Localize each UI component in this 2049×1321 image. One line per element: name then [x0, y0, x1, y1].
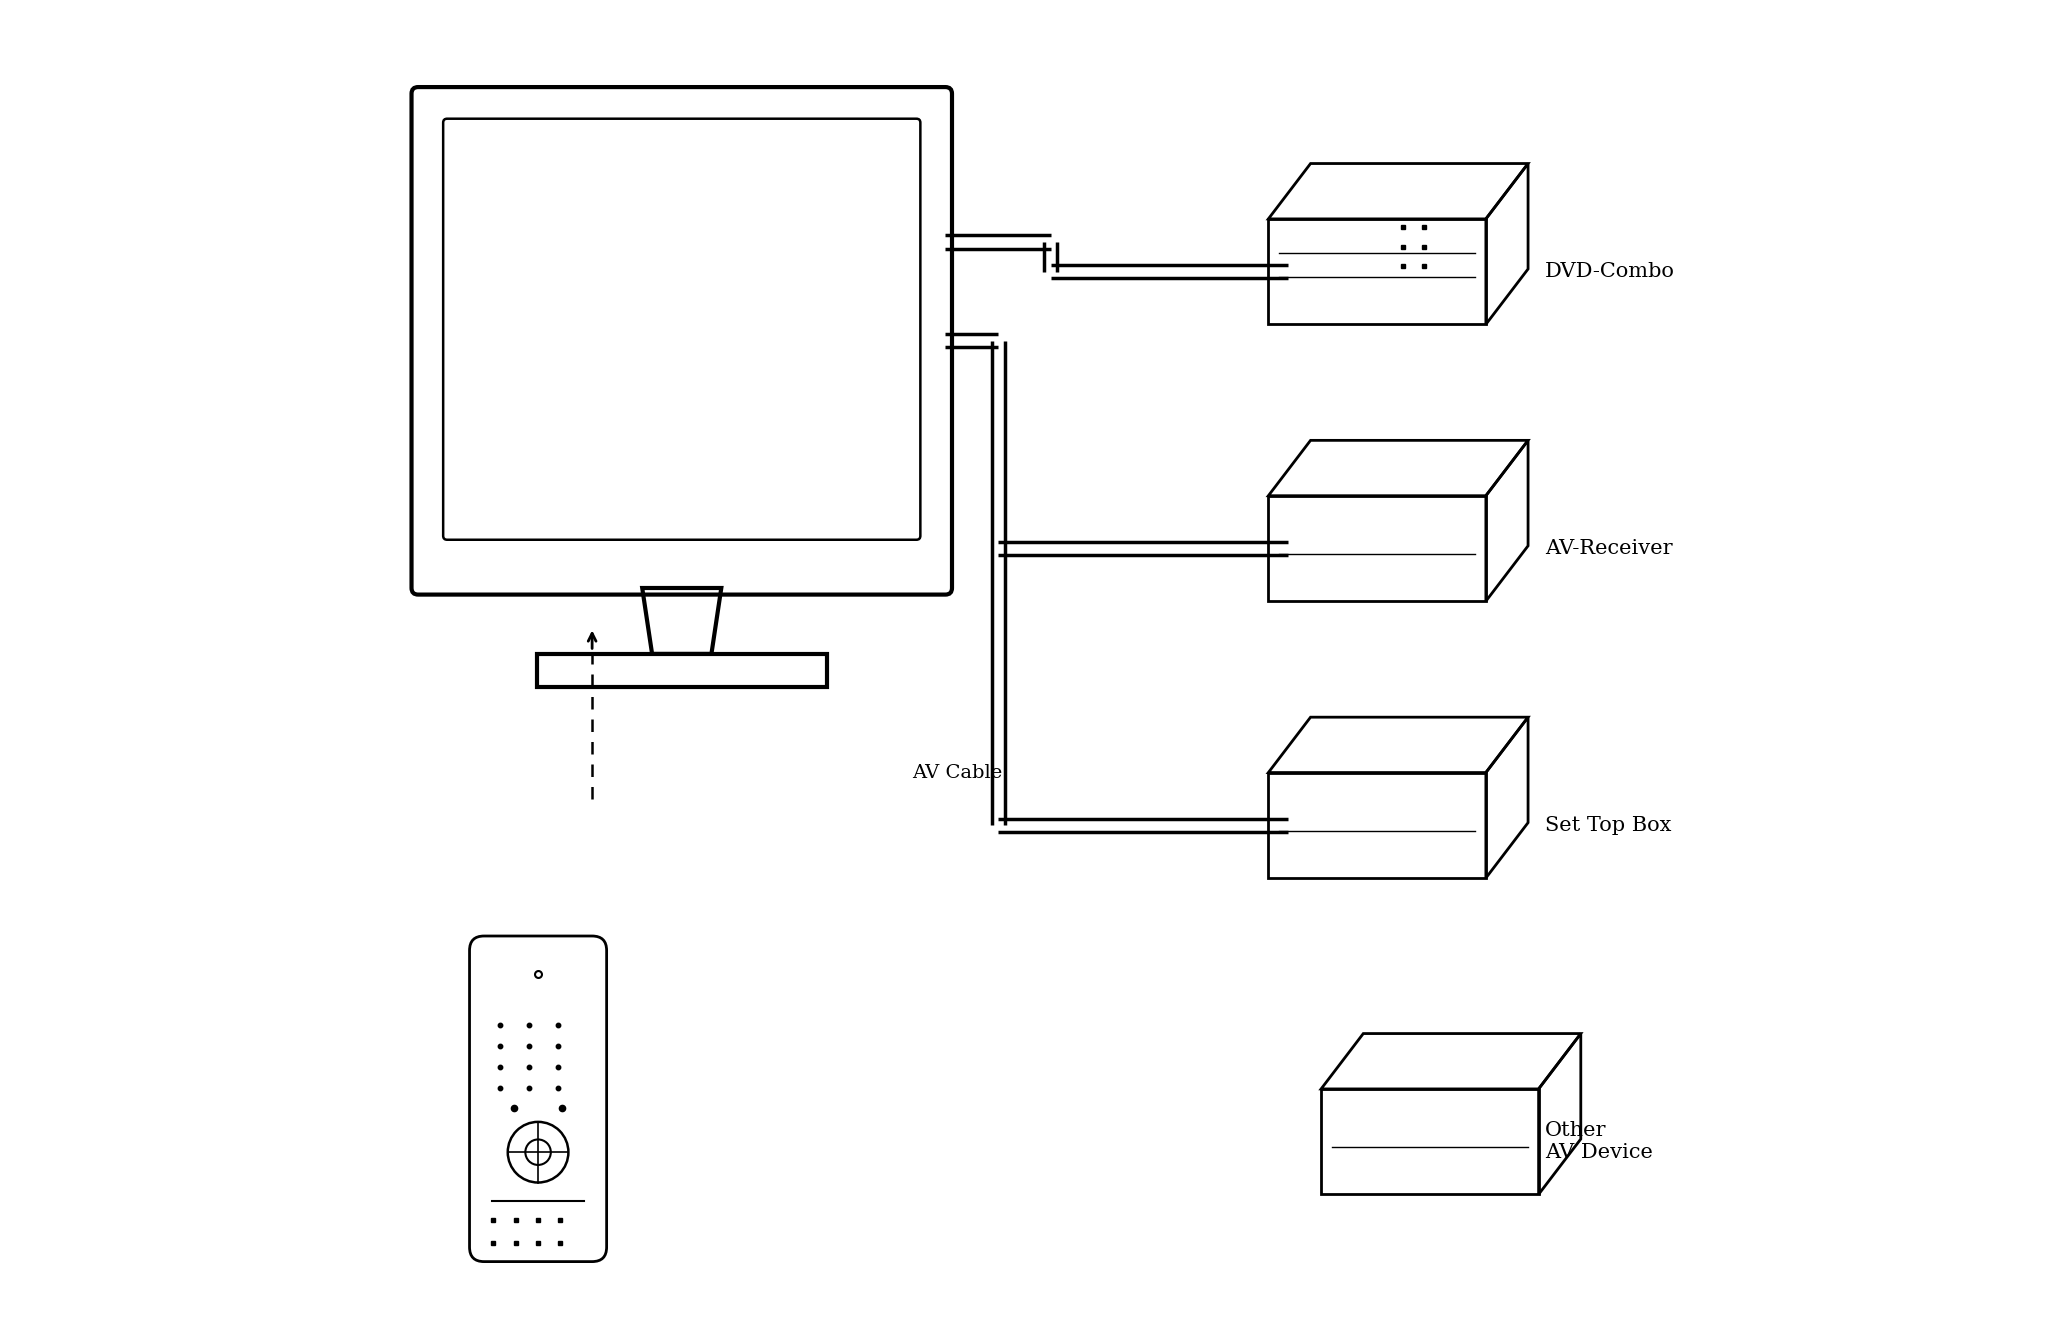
FancyBboxPatch shape	[469, 937, 607, 1262]
FancyBboxPatch shape	[443, 119, 920, 540]
Text: Set Top Box: Set Top Box	[1545, 816, 1672, 835]
Text: DVD-Combo: DVD-Combo	[1545, 262, 1676, 281]
Text: AV Cable: AV Cable	[912, 764, 1002, 782]
Text: Other
AV Device: Other AV Device	[1545, 1122, 1654, 1162]
FancyBboxPatch shape	[412, 87, 953, 594]
Bar	[537, 654, 826, 687]
Text: AV-Receiver: AV-Receiver	[1545, 539, 1672, 557]
